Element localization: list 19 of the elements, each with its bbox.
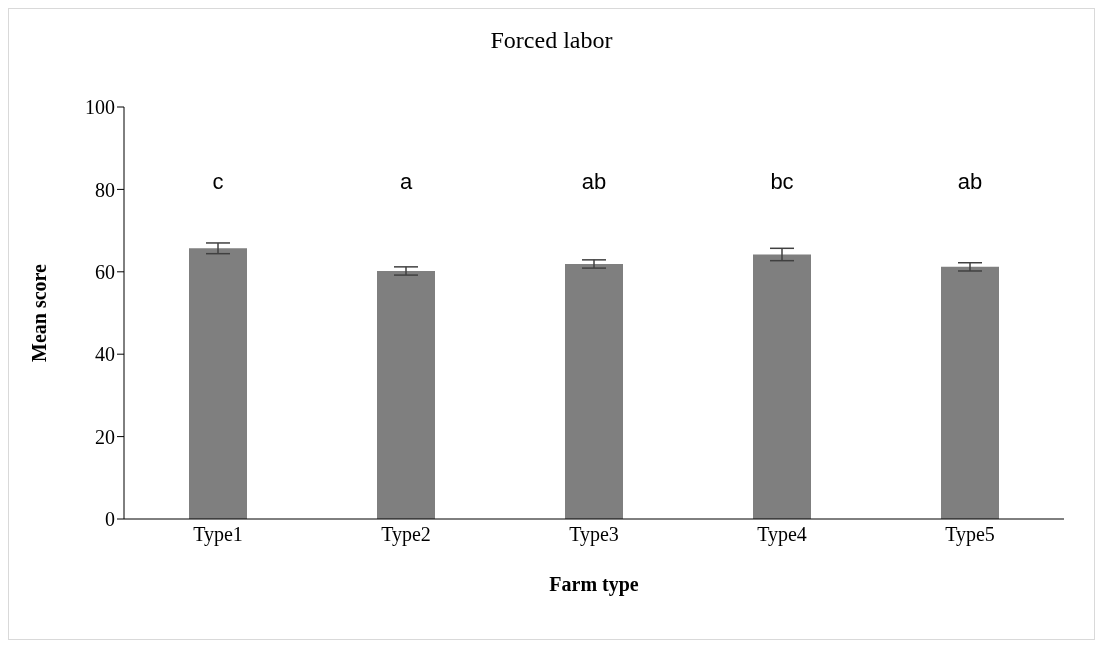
annotation: bc: [770, 168, 794, 194]
annotation: c: [212, 168, 224, 194]
y-tick-label: 20: [95, 425, 115, 448]
chart-title: Forced labor: [489, 27, 614, 54]
y-tick-label: 0: [105, 508, 115, 531]
y-tick-label: 80: [95, 178, 115, 201]
y-axis-title: Mean score: [28, 263, 51, 362]
annotation: ab: [957, 168, 983, 194]
y-tick-label: 40: [95, 343, 115, 366]
x-tick-label: Type3: [569, 523, 619, 547]
x-axis-title: Farm type: [549, 573, 639, 596]
annotation: a: [399, 168, 413, 194]
y-tick-label: 60: [95, 260, 115, 283]
x-tick-label: Type1: [193, 523, 243, 547]
y-tick-label: 100: [85, 96, 115, 119]
x-tick-label: Type4: [757, 523, 807, 547]
x-tick-label: Type2: [381, 523, 431, 547]
annotation: ab: [581, 168, 607, 194]
x-tick-label: Type5: [945, 523, 995, 547]
